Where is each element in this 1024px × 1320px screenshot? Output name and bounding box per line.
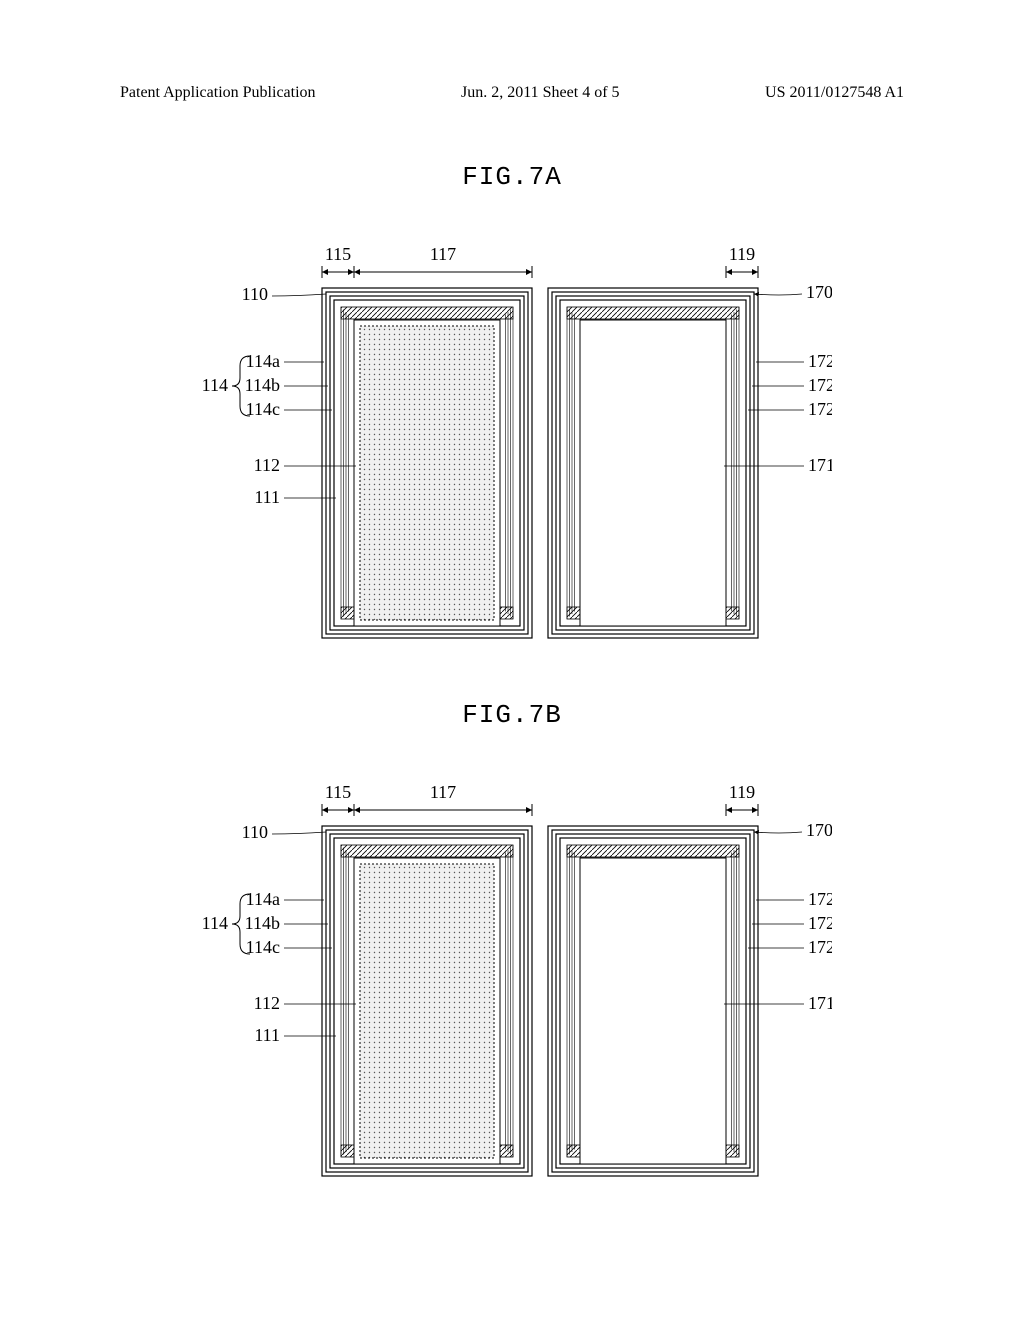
svg-text:114c: 114c [246,399,280,419]
svg-text:114b: 114b [245,375,280,395]
figure-b: 115 117 119 110 114a 114b 114c 114 112 111 170 172a… [192,760,832,1205]
svg-text:110: 110 [242,822,268,842]
svg-text:172a: 172a [808,351,832,371]
svg-text:172a: 172a [808,889,832,909]
svg-text:171: 171 [808,993,832,1013]
svg-text:119: 119 [729,244,755,264]
header-center: Jun. 2, 2011 Sheet 4 of 5 [461,84,620,102]
svg-text:114c: 114c [246,937,280,957]
svg-text:114: 114 [202,375,228,395]
svg-text:117: 117 [430,244,456,264]
svg-text:110: 110 [242,284,268,304]
svg-text:172c: 172c [808,937,832,957]
page-header: Patent Application Publication Jun. 2, 2… [0,84,1024,102]
svg-text:111: 111 [254,1025,280,1045]
header-left: Patent Application Publication [120,84,316,102]
svg-text:112: 112 [254,993,280,1013]
svg-text:172b: 172b [808,913,832,933]
svg-text:114b: 114b [245,913,280,933]
figure-a-title: FIG.7A [462,162,562,192]
svg-text:114a: 114a [246,351,280,371]
svg-text:111: 111 [254,487,280,507]
svg-text:114: 114 [202,913,228,933]
figure-b-title: FIG.7B [462,700,562,730]
svg-text:172c: 172c [808,399,832,419]
svg-text:114a: 114a [246,889,280,909]
svg-text:112: 112 [254,455,280,475]
header-right: US 2011/0127548 A1 [765,84,904,102]
svg-text:115: 115 [325,782,351,802]
svg-text:171: 171 [808,455,832,475]
svg-text:117: 117 [430,782,456,802]
svg-text:170: 170 [806,820,832,840]
figure-a: 115 117 119 110 114a 114b 114c 114 112 111 170 172a… [192,222,832,667]
svg-text:119: 119 [729,782,755,802]
svg-text:115: 115 [325,244,351,264]
svg-text:170: 170 [806,282,832,302]
svg-text:172b: 172b [808,375,832,395]
